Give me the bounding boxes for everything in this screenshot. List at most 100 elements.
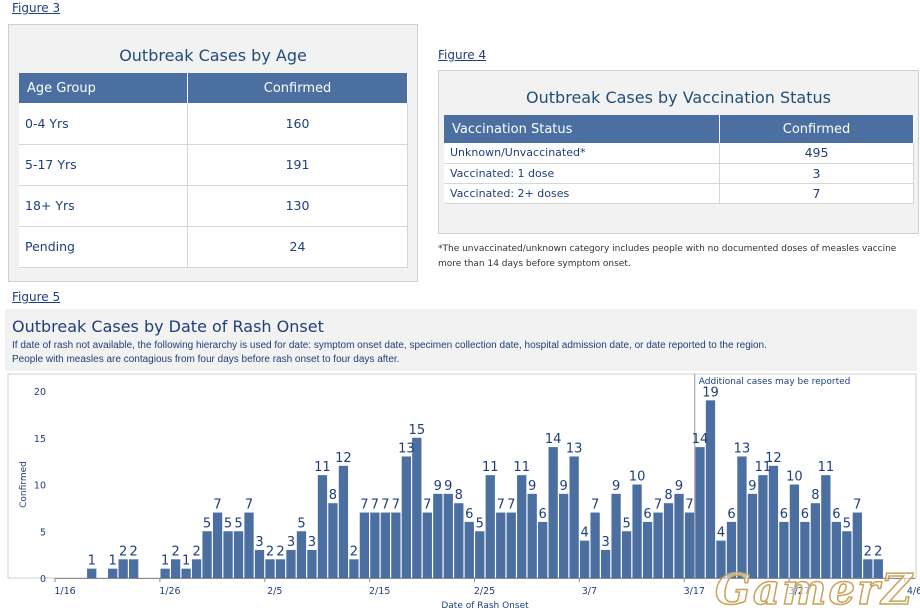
bar-value-label: 2: [266, 544, 274, 559]
bar: [590, 512, 600, 578]
vaccination-panel: Outbreak Cases by Vaccination Status Vac…: [438, 70, 919, 234]
bar: [653, 512, 663, 578]
x-tick-label: 2/15: [369, 586, 390, 597]
y-tick-label: 0: [40, 574, 46, 585]
bar-value-label: 13: [398, 441, 415, 456]
bar-value-label: 7: [654, 498, 662, 513]
chart-title: Outbreak Cases by Date of Rash Onset: [12, 317, 324, 336]
bar-value-label: 15: [409, 423, 426, 438]
bar: [349, 559, 359, 578]
bar: [412, 437, 422, 578]
bar-value-label: 6: [801, 507, 809, 522]
bar: [527, 493, 537, 578]
bar: [663, 503, 674, 578]
bar-value-label: 14: [692, 432, 709, 447]
bar: [338, 465, 349, 578]
bar-value-label: 9: [675, 479, 683, 494]
age-group-cell: 5-17 Yrs: [19, 144, 188, 186]
bar: [863, 559, 873, 578]
bar-value-label: 6: [465, 507, 473, 522]
figure-5-link[interactable]: Figure 5: [12, 290, 61, 304]
bar: [789, 484, 800, 578]
table-row: Vaccinated: 1 dose 3: [444, 163, 914, 184]
annotation-label: Additional cases may be reported: [699, 377, 851, 387]
watermark-logo: GamerZ: [714, 564, 914, 615]
bar-value-label: 2: [874, 544, 882, 559]
bar-value-label: 1: [182, 554, 190, 569]
bar: [684, 512, 695, 578]
age-confirmed-cell: 130: [187, 185, 408, 227]
bar-value-label: 5: [297, 516, 305, 531]
bar-value-label: 13: [566, 441, 583, 456]
bar-value-label: 19: [702, 385, 719, 400]
bar: [548, 447, 558, 578]
bar-value-label: 8: [329, 488, 337, 503]
bar-value-label: 3: [601, 535, 609, 550]
bar: [391, 512, 401, 578]
y-tick-label: 10: [34, 481, 46, 492]
bar: [831, 521, 841, 578]
bar-value-label: 11: [482, 460, 499, 475]
bar: [443, 493, 453, 578]
y-tick-label: 20: [34, 387, 46, 398]
bar: [810, 503, 821, 578]
table-row: 5-17 Yrs 191: [19, 144, 408, 186]
vaccination-confirmed-cell: 7: [719, 183, 914, 204]
age-group-cell: Pending: [19, 226, 188, 268]
bar: [191, 559, 202, 578]
bar-value-label: 7: [245, 498, 253, 513]
x-tick-label: 3/27: [788, 586, 809, 597]
bar: [569, 456, 579, 578]
bar: [328, 503, 338, 578]
vaccination-panel-title: Outbreak Cases by Vaccination Status: [526, 88, 831, 107]
chart-subtitle-line1: If date of rash not available, the follo…: [12, 340, 767, 351]
bar: [496, 512, 506, 578]
bar-value-label: 2: [130, 544, 138, 559]
bar-value-label: 11: [314, 460, 331, 475]
vaccination-confirmed-cell: 495: [719, 143, 914, 164]
bar: [380, 512, 391, 578]
figure-3-link[interactable]: Figure 3: [12, 1, 61, 15]
bar: [695, 447, 705, 578]
bar-value-label: 8: [811, 488, 819, 503]
rash-onset-chart: Additional cases may be reported 1 12 2121…: [7, 373, 920, 611]
table-row: Vaccinated: 2+ doses 7: [444, 183, 914, 204]
bar: [265, 559, 275, 578]
vaccination-status-cell: Unknown/Unvaccinated*: [444, 143, 720, 164]
bar-value-label: 6: [643, 507, 651, 522]
vaccination-footnote: *The unvaccinated/unknown category inclu…: [438, 244, 897, 269]
bar-value-label: 11: [513, 460, 530, 475]
bar-value-label: 7: [591, 498, 599, 513]
bar-value-label: 11: [755, 460, 772, 475]
bar-value-label: 7: [685, 498, 693, 513]
chart-header: Outbreak Cases by Date of Rash Onset If …: [5, 309, 917, 371]
age-group-header: Age Group: [19, 73, 188, 103]
bar: [254, 549, 265, 578]
bar-value-label: 9: [444, 479, 452, 494]
bar-value-label: 1: [88, 554, 96, 569]
bar: [275, 559, 286, 578]
bar-value-label: 14: [545, 432, 562, 447]
bar: [108, 568, 118, 578]
bar-value-label: 7: [853, 498, 861, 513]
bar: [233, 531, 244, 578]
bar: [212, 512, 223, 578]
bar: [370, 512, 380, 578]
table-row: Unknown/Unvaccinated* 495: [444, 143, 914, 164]
bar-value-label: 2: [864, 544, 872, 559]
bar-value-label: 5: [203, 516, 211, 531]
bar: [129, 559, 139, 578]
bar: [611, 493, 621, 578]
bar: [454, 503, 464, 578]
vaccination-status-header: Vaccination Status: [444, 115, 720, 143]
bar: [632, 484, 642, 578]
bar-value-label: 9: [560, 479, 568, 494]
bar-value-label: 3: [308, 535, 316, 550]
bar-value-label: 10: [786, 470, 803, 485]
bar-value-label: 8: [664, 488, 672, 503]
bar-value-label: 5: [224, 516, 232, 531]
figure-4-link[interactable]: Figure 4: [438, 48, 487, 62]
bar: [170, 559, 181, 578]
bar: [485, 475, 495, 578]
age-confirmed-cell: 160: [187, 103, 408, 145]
